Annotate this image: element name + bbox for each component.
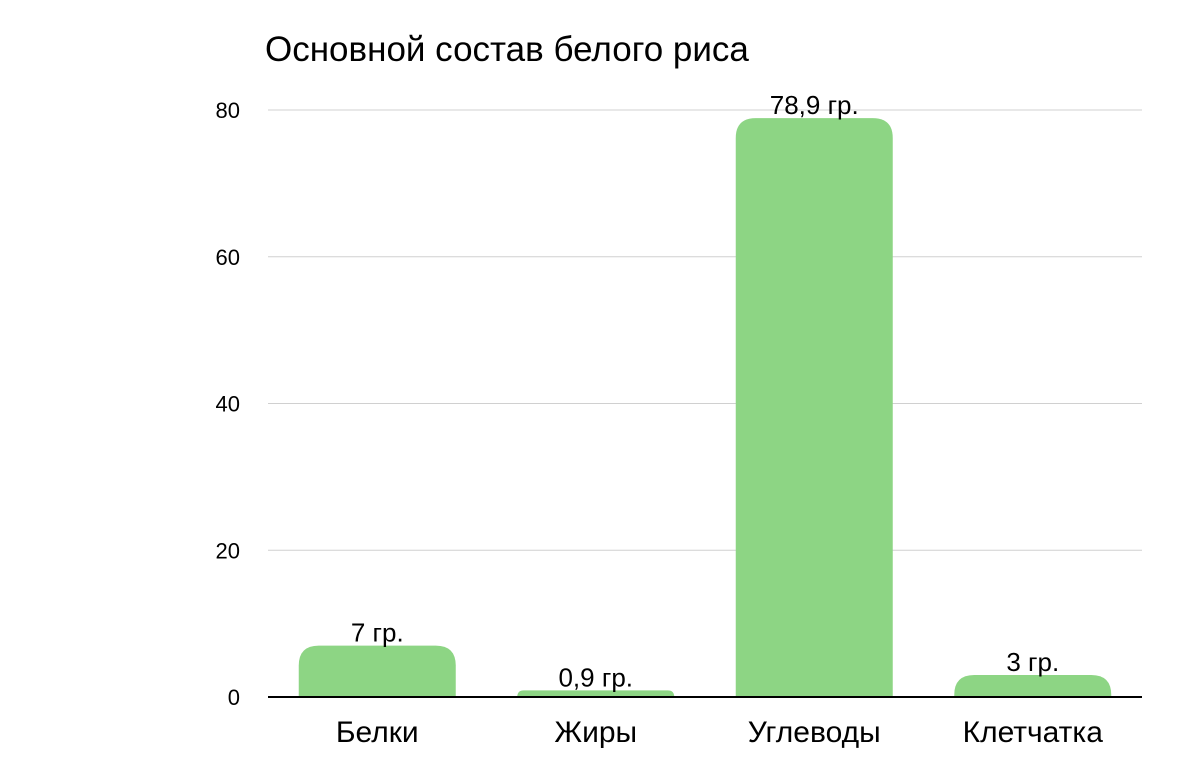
data-label: 0,9 гр. xyxy=(558,662,633,692)
chart-title: Основной состав белого риса xyxy=(265,30,749,69)
category-label: Клетчатка xyxy=(963,716,1104,749)
data-label: 3 гр. xyxy=(1006,647,1059,677)
bar-2 xyxy=(517,690,675,697)
y-axis-ticks: 0 20 40 60 80 xyxy=(216,98,240,710)
gridlines xyxy=(268,109,1142,551)
bars xyxy=(298,118,1112,698)
bar-4 xyxy=(954,674,1112,697)
data-label: 7 гр. xyxy=(351,618,404,648)
data-labels: 7 гр. 0,9 гр. 78,9 гр. 3 гр. xyxy=(351,90,1059,692)
y-tick-label: 80 xyxy=(216,98,240,123)
y-tick-label: 60 xyxy=(216,245,240,270)
y-tick-label: 20 xyxy=(216,538,240,563)
data-label: 78,9 гр. xyxy=(770,90,859,120)
category-label: Жиры xyxy=(554,716,637,749)
y-tick-label: 0 xyxy=(228,685,240,710)
category-label: Белки xyxy=(336,716,419,749)
bar-3 xyxy=(735,118,893,698)
y-tick-label: 40 xyxy=(216,392,240,417)
bar-1 xyxy=(298,645,456,697)
category-label: Углеводы xyxy=(748,716,881,749)
x-axis-categories: Белки Жиры Углеводы Клетчатка xyxy=(336,716,1103,749)
